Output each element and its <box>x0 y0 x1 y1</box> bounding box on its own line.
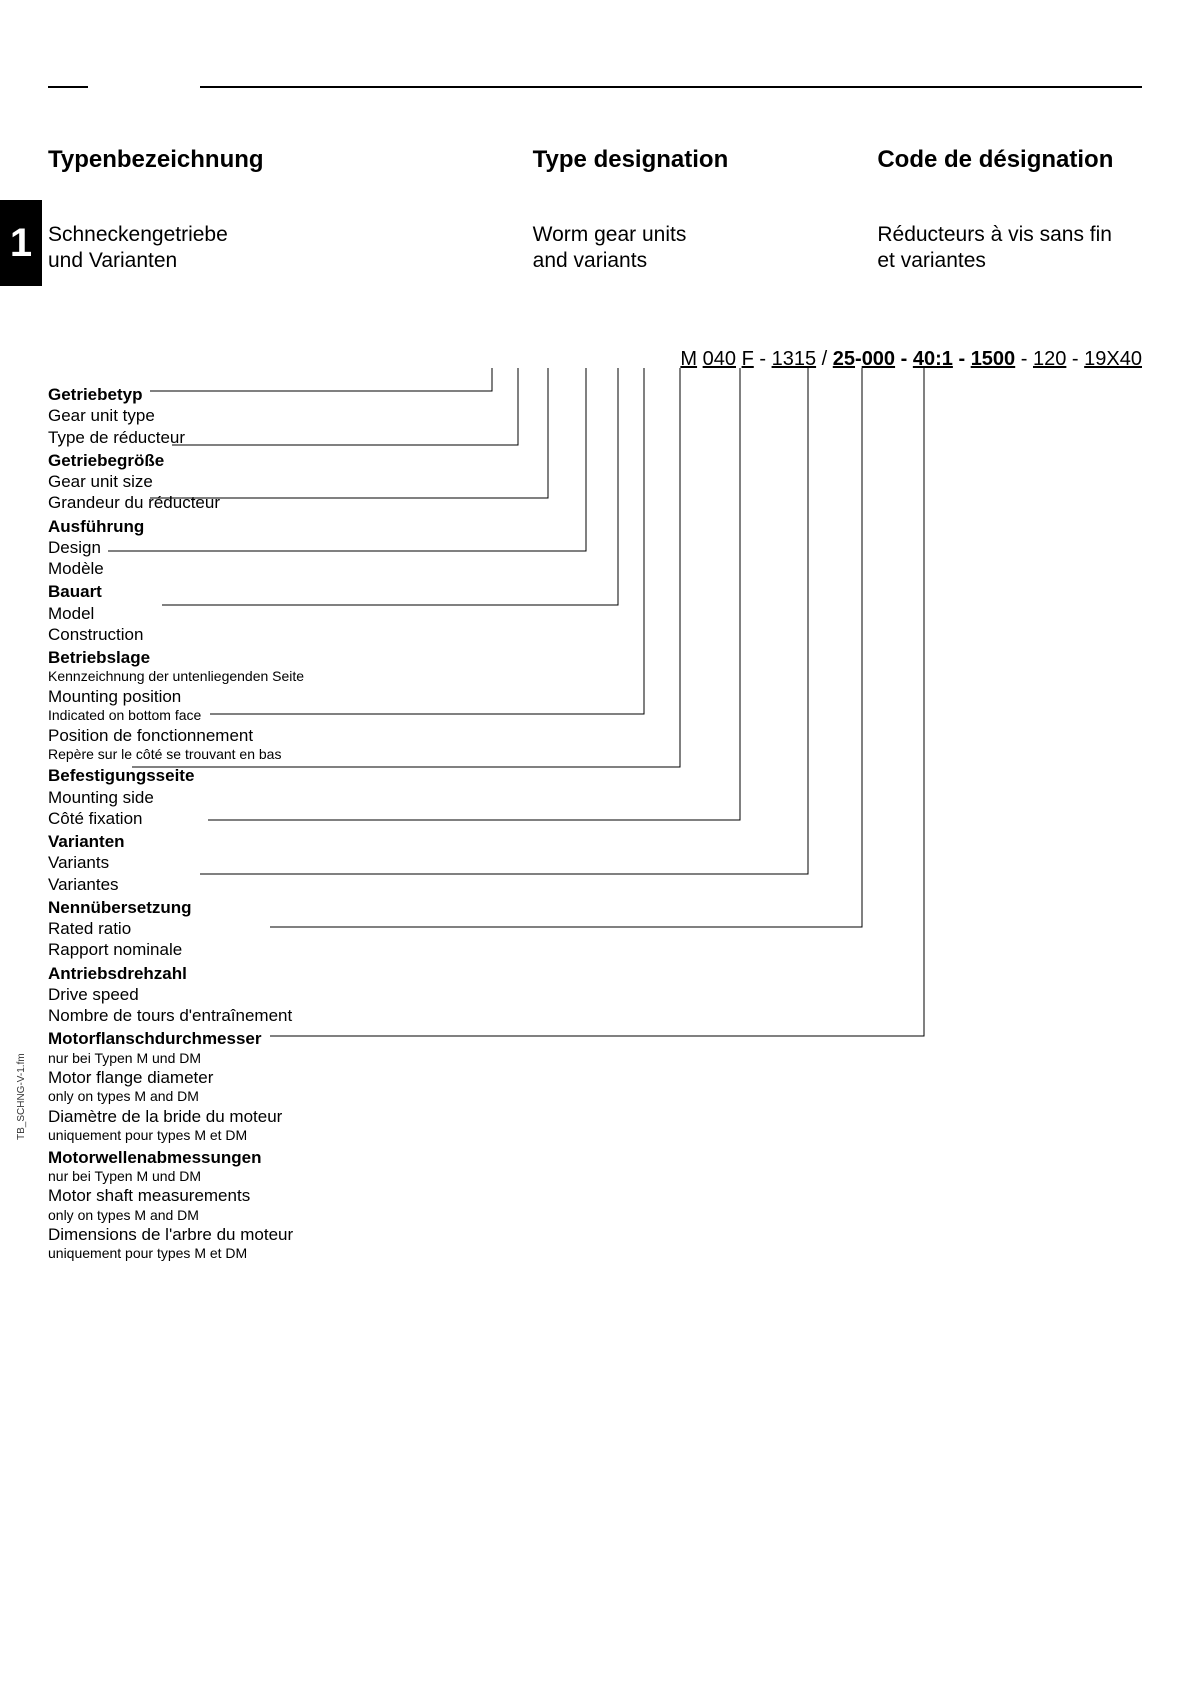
code-p9: 19X40 <box>1084 348 1142 370</box>
legend-line: Motorflanschdurchmesser <box>48 1028 304 1049</box>
legend-line: Gear unit size <box>48 471 304 492</box>
legend-group: NennübersetzungRated ratioRapport nomina… <box>48 897 304 961</box>
legend-line: Nennübersetzung <box>48 897 304 918</box>
legend-line: Drive speed <box>48 984 304 1005</box>
legend-line: Modèle <box>48 558 304 579</box>
legend-line: Model <box>48 603 304 624</box>
legend-line: Construction <box>48 624 304 645</box>
headings: Typenbezeichnung Schneckengetriebe und V… <box>48 146 1142 275</box>
code-p2: 040 <box>703 348 736 370</box>
code-slash: / <box>822 348 828 370</box>
legend-line: only on types M and DM <box>48 1088 304 1106</box>
code-dash2: - <box>901 348 908 370</box>
legend-group: Motorwellenabmessungennur bei Typen M un… <box>48 1147 304 1263</box>
legend-group: BefestigungsseiteMounting sideCôté fixat… <box>48 765 304 829</box>
subheading-de-2: und Varianten <box>48 248 313 274</box>
legend-group: BetriebslageKennzeichnung der untenliege… <box>48 647 304 763</box>
legend-line: Nombre de tours d'entraînement <box>48 1005 304 1026</box>
legend-line: Rated ratio <box>48 918 304 939</box>
legend-group: GetriebegrößeGear unit sizeGrandeur du r… <box>48 450 304 514</box>
legend-line: Ausführung <box>48 516 304 537</box>
heading-en: Type designation <box>533 146 798 174</box>
legend-line: Motor shaft measurements <box>48 1185 304 1206</box>
legend-line: only on types M and DM <box>48 1207 304 1225</box>
code-p5dash: - <box>855 348 862 370</box>
code-dash3: - <box>958 348 965 370</box>
legend-line: Kennzeichnung der untenliegenden Seite <box>48 668 304 686</box>
code-dash5: - <box>1072 348 1079 370</box>
legend-line: Bauart <box>48 581 304 602</box>
legend-line: Antriebsdrehzahl <box>48 963 304 984</box>
code-p6: 40:1 <box>913 348 953 370</box>
code-p5b: 000 <box>862 348 895 370</box>
legend-group: VariantenVariantsVariantes <box>48 831 304 895</box>
legend-line: Motor flange diameter <box>48 1067 304 1088</box>
code-p5: 25 <box>833 348 855 370</box>
subheading-en-1: Worm gear units <box>533 222 798 248</box>
code-p7: 1500 <box>971 348 1016 370</box>
rule-top-right <box>200 86 1142 88</box>
code-p8: 120 <box>1033 348 1066 370</box>
side-file-label: TB_SCHNG-V-1.fm <box>16 1053 27 1140</box>
legend-line: Betriebslage <box>48 647 304 668</box>
legend-line: Repère sur le côté se trouvant en bas <box>48 746 304 764</box>
code-dash4: - <box>1021 348 1028 370</box>
legend-line: Befestigungsseite <box>48 765 304 786</box>
legend: GetriebetypGear unit typeType de réducte… <box>48 384 304 1265</box>
legend-line: Grandeur du réducteur <box>48 492 304 513</box>
legend-line: Mounting position <box>48 686 304 707</box>
legend-line: Rapport nominale <box>48 939 304 960</box>
legend-group: AusführungDesignModèle <box>48 516 304 580</box>
subheading-en-2: and variants <box>533 248 798 274</box>
code-p1: M <box>680 348 697 370</box>
legend-line: Dimensions de l'arbre du moteur <box>48 1224 304 1245</box>
legend-line: nur bei Typen M und DM <box>48 1050 304 1068</box>
legend-line: Gear unit type <box>48 405 304 426</box>
legend-line: Variants <box>48 852 304 873</box>
legend-group: BauartModelConstruction <box>48 581 304 645</box>
connector-line <box>270 368 862 927</box>
code-dash1: - <box>759 348 766 370</box>
heading-de: Typenbezeichnung <box>48 146 313 174</box>
legend-line: Mounting side <box>48 787 304 808</box>
legend-line: Getriebetyp <box>48 384 304 405</box>
legend-line: Motorwellenabmessungen <box>48 1147 304 1168</box>
legend-group: AntriebsdrehzahlDrive speedNombre de tou… <box>48 963 304 1027</box>
section-number: 1 <box>10 221 32 266</box>
legend-line: uniquement pour types M et DM <box>48 1245 304 1263</box>
legend-line: Design <box>48 537 304 558</box>
legend-line: Variantes <box>48 874 304 895</box>
legend-line: Diamètre de la bride du moteur <box>48 1106 304 1127</box>
code-p4: 1315 <box>772 348 817 370</box>
heading-fr: Code de désignation <box>877 146 1142 174</box>
type-code-line: M 040 F - 1315 / 25-000 - 40:1 - 1500 - … <box>48 348 1142 371</box>
legend-group: Motorflanschdurchmessernur bei Typen M u… <box>48 1028 304 1144</box>
subheading-de-1: Schneckengetriebe <box>48 222 313 248</box>
legend-line: nur bei Typen M und DM <box>48 1168 304 1186</box>
code-p3: F <box>742 348 754 370</box>
legend-line: Indicated on bottom face <box>48 707 304 725</box>
subheading-fr-1: Réducteurs à vis sans fin <box>877 222 1142 248</box>
legend-group: GetriebetypGear unit typeType de réducte… <box>48 384 304 448</box>
legend-line: Type de réducteur <box>48 427 304 448</box>
subheading-fr-2: et variantes <box>877 248 1142 274</box>
connector-line <box>270 368 924 1036</box>
legend-line: Varianten <box>48 831 304 852</box>
legend-line: Getriebegröße <box>48 450 304 471</box>
legend-line: Position de fonctionnement <box>48 725 304 746</box>
section-tab: 1 <box>0 200 42 286</box>
rule-top-left <box>48 86 88 88</box>
legend-line: uniquement pour types M et DM <box>48 1127 304 1145</box>
legend-line: Côté fixation <box>48 808 304 829</box>
